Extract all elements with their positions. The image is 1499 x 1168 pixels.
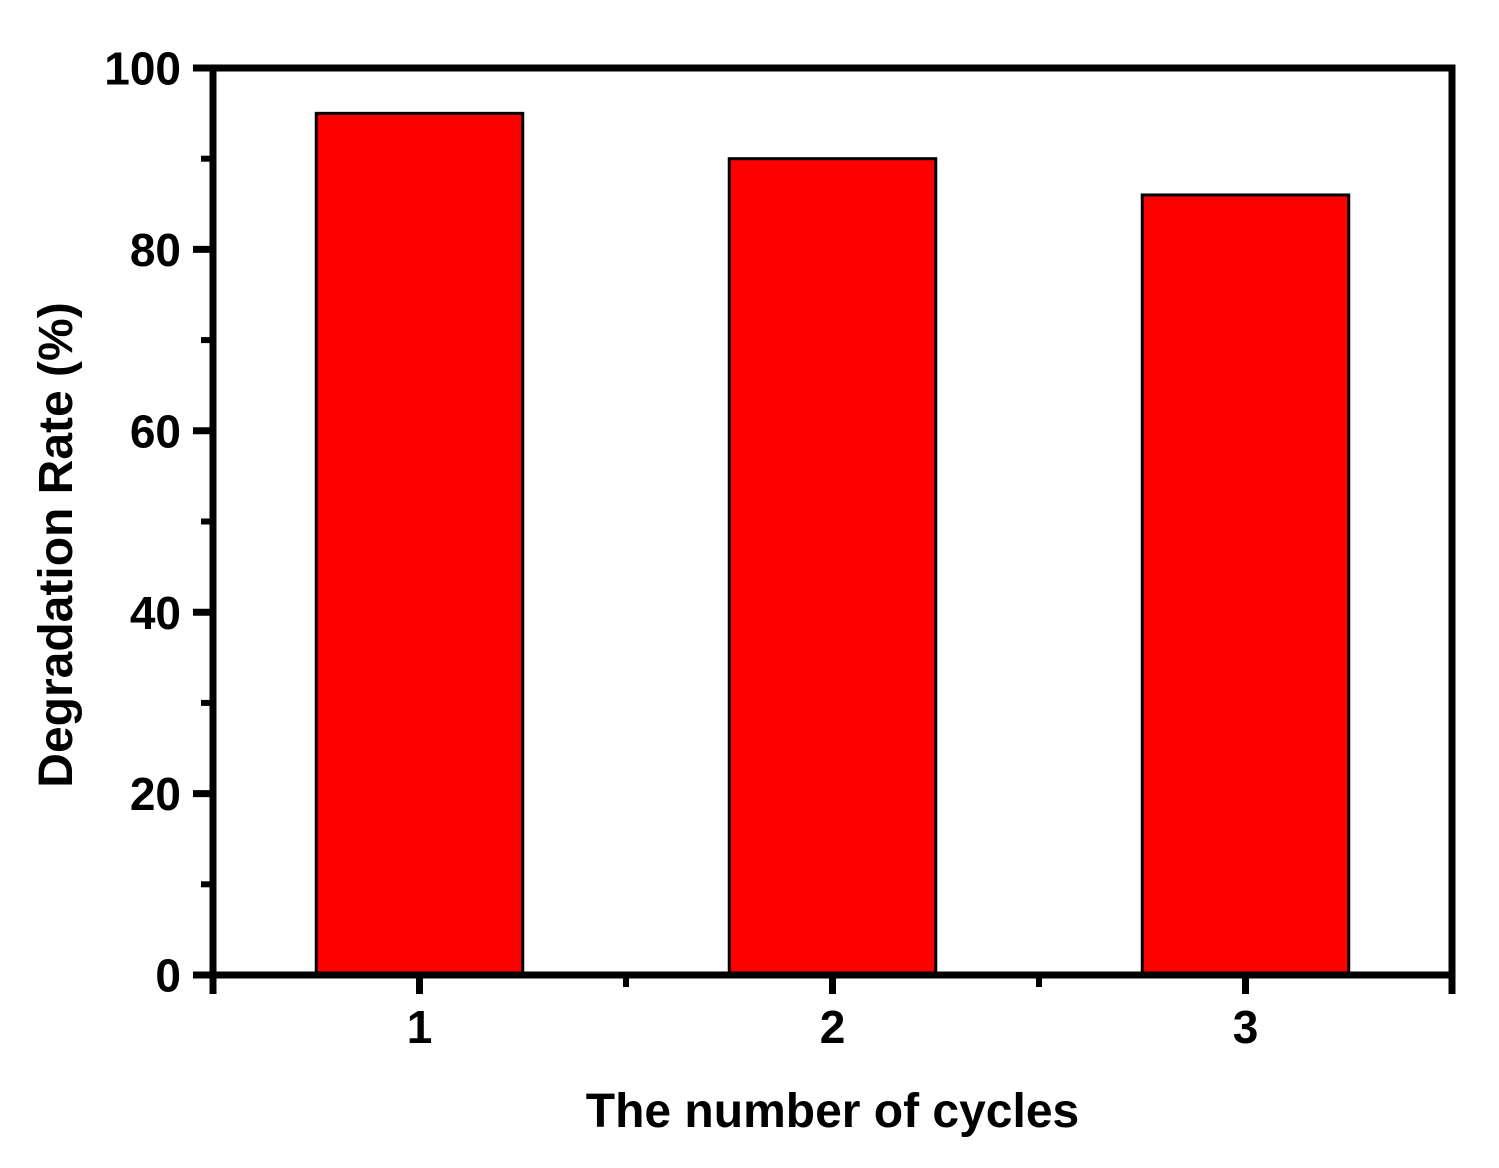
y-axis-title: Degradation Rate (%) (30, 302, 83, 787)
bar-cycle-3 (1140, 193, 1351, 977)
bar-cycle-1 (314, 111, 525, 977)
bar-cycle-2 (727, 157, 938, 977)
y-tick-label: 20 (130, 768, 181, 820)
x-tick-label: 3 (1233, 1001, 1259, 1053)
x-tick-label: 1 (407, 1001, 433, 1053)
y-tick-label: 40 (130, 587, 181, 639)
y-tick-label: 80 (130, 224, 181, 276)
x-axis-title: The number of cycles (586, 1085, 1079, 1138)
x-tick-label: 2 (820, 1001, 846, 1053)
y-tick-label: 60 (130, 405, 181, 457)
y-tick-label: 0 (155, 950, 181, 1002)
y-tick-label: 100 (104, 43, 181, 95)
